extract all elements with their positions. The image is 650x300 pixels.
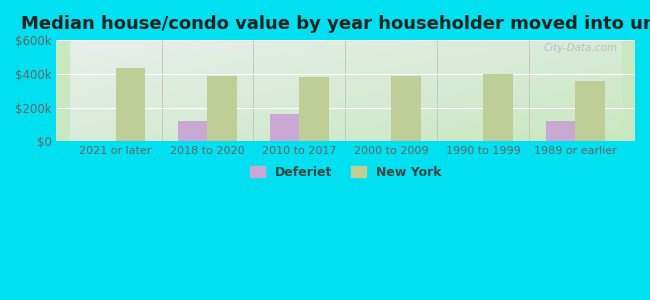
Title: Median house/condo value by year householder moved into unit: Median house/condo value by year househo… [21, 15, 650, 33]
Legend: Deferiet, New York: Deferiet, New York [244, 161, 446, 184]
Bar [391, 76, 421, 141]
Bar [484, 74, 513, 141]
Text: City-Data.com: City-Data.com [543, 43, 618, 53]
Bar [270, 114, 300, 141]
Bar [300, 77, 329, 141]
Bar [207, 76, 237, 141]
Bar [575, 82, 604, 141]
Bar [116, 68, 145, 141]
Bar [178, 121, 207, 141]
Bar [546, 121, 575, 141]
